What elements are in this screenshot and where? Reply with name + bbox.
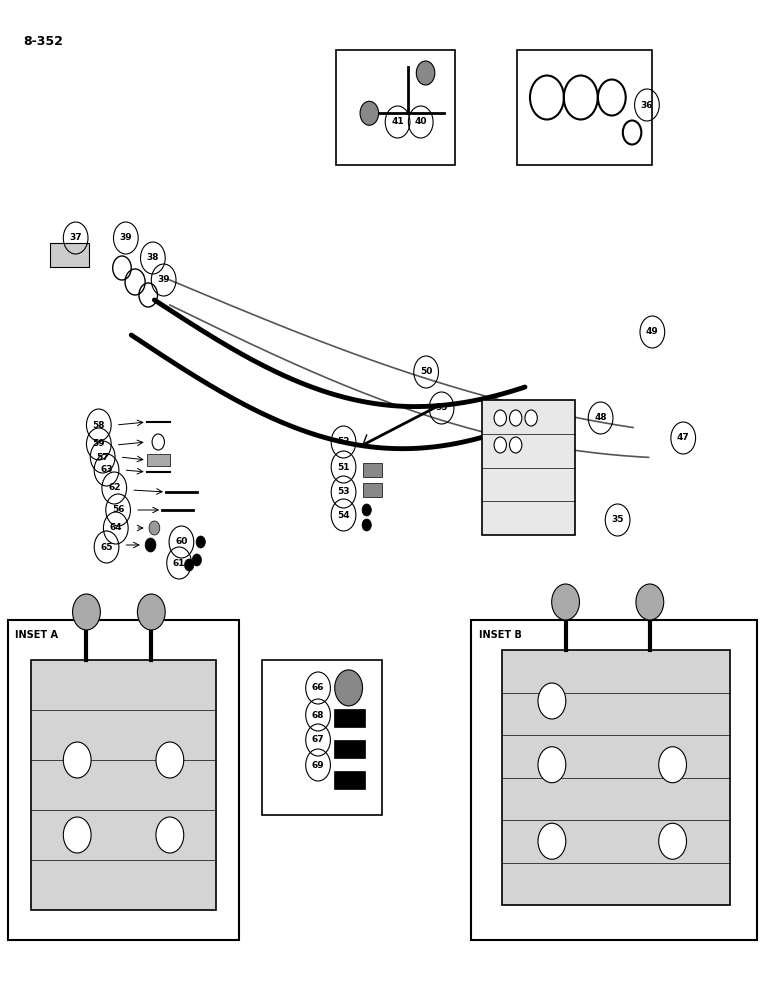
Text: 53: 53: [337, 488, 350, 496]
Text: 37: 37: [69, 233, 82, 242]
Circle shape: [538, 747, 566, 783]
Text: 52: 52: [337, 438, 350, 446]
Text: 56: 56: [112, 506, 124, 514]
Bar: [262, 660, 382, 815]
Bar: [502, 650, 730, 905]
Bar: [363, 483, 382, 497]
Text: 63: 63: [100, 466, 113, 475]
Circle shape: [192, 554, 201, 566]
Circle shape: [510, 437, 522, 453]
Circle shape: [63, 742, 91, 778]
Circle shape: [360, 101, 378, 125]
Circle shape: [525, 410, 537, 426]
Circle shape: [156, 817, 184, 853]
Text: 57: 57: [96, 452, 109, 462]
Circle shape: [538, 683, 566, 719]
Circle shape: [552, 584, 580, 620]
Text: 40: 40: [415, 117, 427, 126]
Text: 38: 38: [147, 253, 159, 262]
Circle shape: [538, 823, 566, 859]
Text: 41: 41: [391, 117, 404, 126]
Circle shape: [73, 594, 100, 630]
Text: 50: 50: [420, 367, 432, 376]
Text: 62: 62: [108, 484, 120, 492]
Text: 65: 65: [100, 542, 113, 552]
Circle shape: [362, 519, 371, 531]
Circle shape: [362, 504, 371, 516]
Text: 36: 36: [641, 101, 653, 109]
Circle shape: [636, 584, 664, 620]
Circle shape: [137, 594, 165, 630]
Circle shape: [156, 742, 184, 778]
Text: 47: 47: [677, 434, 689, 442]
Text: 60: 60: [175, 538, 188, 546]
Circle shape: [335, 670, 363, 706]
Bar: [336, 50, 455, 165]
Text: 64: 64: [110, 524, 122, 532]
Text: 54: 54: [337, 510, 350, 520]
Text: 67: 67: [312, 736, 324, 744]
Text: 35: 35: [611, 516, 624, 524]
Text: 8-352: 8-352: [23, 35, 63, 48]
Text: 66: 66: [312, 684, 324, 692]
Text: INSET A: INSET A: [15, 630, 59, 640]
Circle shape: [63, 817, 91, 853]
Text: 61: 61: [173, 558, 185, 568]
Circle shape: [416, 61, 435, 85]
Bar: [482, 400, 575, 535]
Circle shape: [149, 521, 160, 535]
Text: 51: 51: [337, 462, 350, 472]
Text: 39: 39: [157, 275, 170, 284]
Bar: [147, 454, 170, 466]
Bar: [50, 243, 89, 267]
Bar: [517, 50, 652, 165]
Text: 69: 69: [312, 760, 324, 770]
Circle shape: [196, 536, 205, 548]
Circle shape: [185, 559, 194, 571]
Circle shape: [659, 747, 686, 783]
Text: 48: 48: [594, 414, 607, 422]
Circle shape: [145, 538, 156, 552]
Text: INSET B: INSET B: [479, 630, 522, 640]
Circle shape: [659, 823, 686, 859]
Text: 59: 59: [93, 440, 105, 448]
Bar: [334, 709, 365, 727]
Circle shape: [494, 437, 506, 453]
Bar: [8, 620, 239, 940]
Circle shape: [510, 410, 522, 426]
Bar: [334, 740, 365, 758]
Bar: [334, 771, 365, 789]
Text: 58: 58: [93, 420, 105, 430]
Text: 49: 49: [646, 328, 659, 336]
Text: 68: 68: [312, 710, 324, 720]
Bar: [471, 620, 757, 940]
Circle shape: [494, 410, 506, 426]
Bar: [363, 463, 382, 477]
Bar: [31, 660, 216, 910]
Text: 39: 39: [120, 233, 132, 242]
Text: 55: 55: [435, 403, 448, 412]
